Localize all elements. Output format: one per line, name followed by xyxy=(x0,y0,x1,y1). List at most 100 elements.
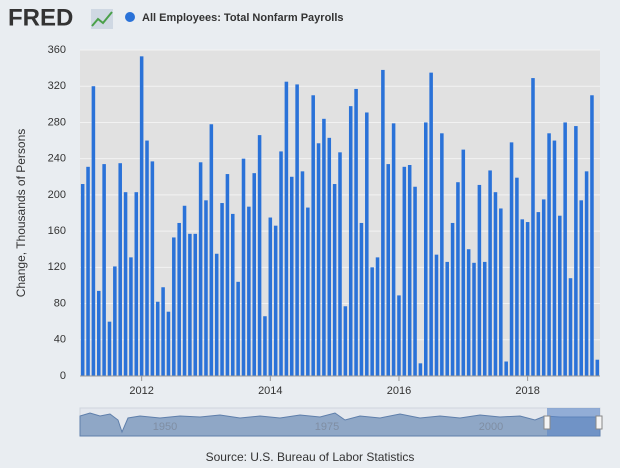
x-tick-label: 2012 xyxy=(129,385,153,397)
bar xyxy=(316,143,321,376)
bar xyxy=(375,257,380,376)
y-tick-label: 40 xyxy=(54,334,66,346)
bar xyxy=(263,316,267,376)
y-tick-label: 240 xyxy=(48,153,66,165)
bar xyxy=(574,126,578,376)
bar xyxy=(391,123,396,376)
bar xyxy=(370,267,374,376)
bar xyxy=(563,122,567,376)
bar xyxy=(306,207,310,376)
y-tick-label: 120 xyxy=(48,261,66,273)
bar xyxy=(177,222,181,376)
bar xyxy=(332,184,337,376)
bar xyxy=(322,118,326,377)
bar xyxy=(381,69,385,376)
bar xyxy=(440,133,444,376)
bar xyxy=(257,135,262,376)
bar xyxy=(504,361,508,376)
bar xyxy=(231,213,235,376)
bar xyxy=(450,222,455,376)
bar xyxy=(354,88,358,376)
bar xyxy=(172,237,176,376)
bar xyxy=(359,222,364,376)
navigator-label: 2000 xyxy=(479,421,503,433)
bar xyxy=(134,192,139,376)
bar xyxy=(198,162,203,376)
navigator xyxy=(79,407,603,437)
y-tick-label: 0 xyxy=(60,370,66,382)
bar xyxy=(434,254,439,376)
bar xyxy=(300,171,305,376)
bar xyxy=(493,192,498,376)
bar xyxy=(424,122,428,376)
bar xyxy=(515,177,519,376)
bar xyxy=(584,171,589,376)
y-tick-label: 160 xyxy=(48,225,66,237)
bar xyxy=(220,203,224,376)
source: Source: U.S. Bureau of Labor Statistics xyxy=(206,450,415,464)
bar xyxy=(488,170,492,376)
bar xyxy=(166,311,171,376)
bar xyxy=(520,219,525,376)
bar xyxy=(499,208,503,376)
bar xyxy=(182,205,187,376)
bar xyxy=(461,149,466,376)
bar xyxy=(541,199,546,376)
bar xyxy=(284,81,289,376)
bar xyxy=(107,321,112,376)
bar xyxy=(311,95,315,377)
navigator-label: 1950 xyxy=(153,421,177,433)
bar xyxy=(123,192,128,376)
bar xyxy=(402,166,407,376)
bar xyxy=(595,359,600,376)
bar xyxy=(145,140,149,376)
bar xyxy=(547,133,551,376)
bar xyxy=(348,106,353,377)
bar xyxy=(118,163,122,376)
bar xyxy=(413,186,417,376)
bar xyxy=(247,206,251,376)
logo-icon xyxy=(91,9,113,29)
bar xyxy=(558,215,562,376)
bar xyxy=(472,262,476,376)
bar xyxy=(139,56,144,376)
bar xyxy=(327,137,332,376)
bar xyxy=(429,72,433,376)
bar xyxy=(150,161,155,376)
bar xyxy=(445,261,449,376)
x-tick-label: 2014 xyxy=(258,385,282,397)
bar xyxy=(531,78,535,377)
bar xyxy=(418,363,423,376)
bar xyxy=(80,184,85,376)
bar xyxy=(129,257,133,376)
bar xyxy=(209,124,214,376)
bar xyxy=(279,151,283,376)
bar xyxy=(482,261,487,376)
y-tick-label: 280 xyxy=(48,116,66,128)
bar xyxy=(252,173,256,376)
navigator-label: 1975 xyxy=(315,421,339,433)
bar xyxy=(241,158,246,376)
bar xyxy=(268,217,273,376)
x-tick-label: 2018 xyxy=(515,385,539,397)
bar xyxy=(86,166,90,376)
legend-label: All Employees: Total Nonfarm Payrolls xyxy=(142,12,344,24)
bar xyxy=(273,225,278,376)
y-tick-label: 200 xyxy=(48,189,66,201)
y-tick-label: 360 xyxy=(48,44,66,56)
bar xyxy=(102,164,106,376)
y-tick-label: 80 xyxy=(54,297,66,309)
y-axis-label: Change, Thousands of Persons xyxy=(14,129,28,298)
bar xyxy=(568,278,573,376)
bar xyxy=(236,281,240,376)
y-tick-label: 320 xyxy=(48,80,66,92)
bar xyxy=(155,301,160,376)
bar xyxy=(113,266,117,376)
bar xyxy=(477,184,482,376)
bar xyxy=(525,222,530,376)
x-tick-label: 2016 xyxy=(387,385,411,397)
bar xyxy=(407,165,412,376)
bar xyxy=(204,200,208,376)
bar xyxy=(225,174,230,376)
